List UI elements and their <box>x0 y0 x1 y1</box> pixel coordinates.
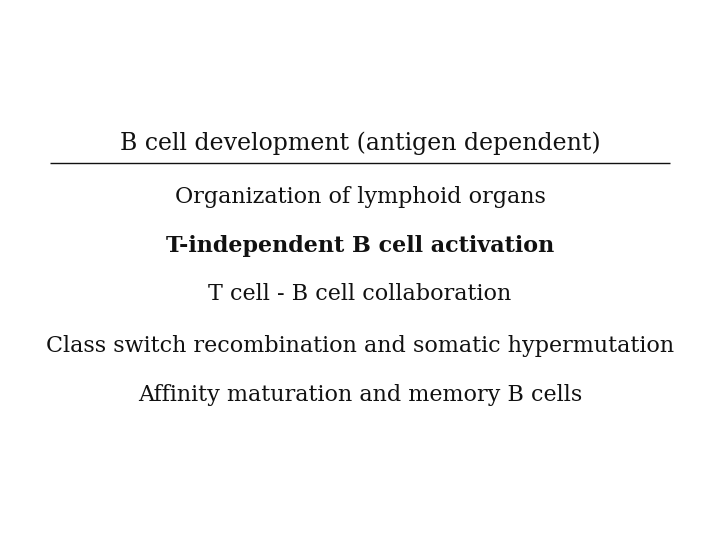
Text: T-independent B cell activation: T-independent B cell activation <box>166 235 554 256</box>
Text: Organization of lymphoid organs: Organization of lymphoid organs <box>174 186 546 208</box>
Text: B cell development (antigen dependent): B cell development (antigen dependent) <box>120 131 600 155</box>
Text: T cell - B cell collaboration: T cell - B cell collaboration <box>208 284 512 305</box>
Text: Class switch recombination and somatic hypermutation: Class switch recombination and somatic h… <box>46 335 674 356</box>
Text: Affinity maturation and memory B cells: Affinity maturation and memory B cells <box>138 384 582 406</box>
